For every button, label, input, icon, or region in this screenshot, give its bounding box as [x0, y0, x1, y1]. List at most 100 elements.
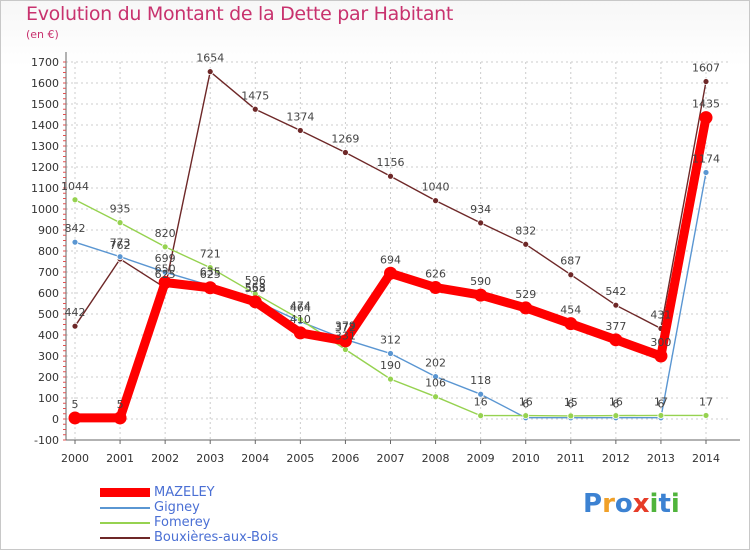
x-tick-label: 2011 [557, 452, 585, 465]
legend-label: MAZELEY [154, 485, 215, 500]
data-label: 6 [522, 398, 529, 411]
legend-item: Gigney [100, 500, 278, 515]
data-point [206, 68, 214, 76]
data-label: 542 [605, 285, 626, 298]
y-tick-label: 1600 [31, 77, 59, 90]
data-label: 410 [290, 313, 311, 326]
data-point [161, 243, 169, 251]
y-tick-label: 100 [38, 392, 59, 405]
x-tick-label: 2005 [286, 452, 314, 465]
x-tick-label: 2014 [692, 452, 720, 465]
data-label: 832 [515, 224, 536, 237]
data-point [564, 317, 578, 331]
data-label: 474 [290, 299, 311, 312]
data-point [654, 349, 668, 363]
data-label: 379 [335, 319, 356, 332]
data-label: 1607 [692, 62, 720, 75]
data-point [702, 78, 710, 85]
y-tick-label: 200 [38, 371, 59, 384]
data-point [158, 276, 172, 289]
data-point [567, 412, 575, 420]
data-label: 1374 [286, 110, 314, 123]
data-label: 312 [380, 333, 401, 346]
data-point [68, 411, 82, 425]
legend-swatch [100, 536, 150, 539]
data-label: 529 [515, 288, 536, 301]
data-label: 118 [470, 374, 491, 387]
data-label: 1156 [377, 156, 405, 169]
y-tick-label: 500 [38, 308, 59, 321]
data-point [342, 149, 349, 156]
data-point [702, 169, 710, 176]
data-label: 820 [155, 227, 176, 240]
legend-label: Gigney [154, 500, 200, 515]
data-label: 6 [657, 398, 664, 411]
logo-letter: P [583, 489, 603, 519]
data-point [116, 253, 124, 261]
data-label: 687 [560, 255, 581, 268]
y-tick-label: 0 [52, 413, 59, 426]
data-point [161, 268, 169, 276]
x-tick-label: 2012 [602, 452, 630, 465]
logo-letter: x [632, 489, 650, 519]
data-label: 626 [425, 268, 446, 281]
data-point [293, 326, 307, 340]
data-point [477, 219, 485, 227]
y-tick-label: 800 [38, 245, 59, 258]
legend-label: Bouxières-aux-Bois [154, 530, 279, 545]
y-tick-label: 1000 [31, 203, 59, 216]
data-label: 842 [65, 222, 86, 235]
data-point [567, 271, 575, 279]
data-label: 464 [290, 302, 311, 315]
data-label: 650 [155, 263, 176, 276]
legend-label: Fomerey [154, 515, 211, 530]
data-label: 372 [335, 321, 356, 334]
data-label: 300 [650, 336, 671, 349]
data-point [206, 264, 214, 271]
x-tick-label: 2007 [377, 452, 405, 465]
data-label: 1174 [692, 152, 720, 165]
x-tick-label: 2003 [196, 452, 224, 465]
data-label: 1040 [422, 181, 450, 194]
data-label: 935 [110, 203, 131, 216]
logo-letter: i [649, 489, 659, 519]
data-label: 934 [470, 203, 491, 216]
data-label: 202 [425, 357, 446, 370]
x-tick-label: 2008 [422, 452, 450, 465]
chart-title: Evolution du Montant de la Dette par Hab… [26, 3, 454, 25]
data-point [699, 111, 713, 125]
data-point [702, 412, 710, 419]
data-label: 694 [380, 253, 401, 266]
x-tick-label: 2009 [467, 452, 495, 465]
data-point [384, 266, 397, 280]
data-label: 699 [155, 252, 176, 265]
x-tick-label: 2004 [241, 452, 269, 465]
x-tick-label: 2000 [61, 452, 89, 465]
y-tick-label: 400 [38, 329, 59, 342]
data-label: 5 [117, 398, 124, 411]
data-label: 1044 [61, 180, 89, 193]
data-point [71, 238, 79, 246]
data-label: 563 [245, 281, 266, 294]
data-label: 590 [470, 275, 491, 288]
data-point [657, 412, 665, 419]
chart-legend: MAZELEY Gigney Fomerey Bouxières-aux-Bois [100, 485, 278, 545]
legend-swatch [100, 506, 150, 509]
x-tick-label: 2010 [512, 452, 540, 465]
data-point [432, 373, 439, 380]
data-label: 6 [612, 398, 619, 411]
y-tick-label: 1300 [31, 140, 59, 153]
data-point [387, 375, 394, 383]
data-point [477, 390, 485, 398]
data-point [251, 105, 259, 113]
data-label: 16 [609, 396, 623, 409]
y-tick-label: -100 [34, 434, 59, 447]
data-label: 635 [200, 266, 221, 279]
data-label: 762 [110, 239, 131, 252]
legend-item: MAZELEY [100, 485, 278, 500]
data-label: 331 [335, 329, 356, 342]
data-label: 773 [110, 237, 131, 250]
y-tick-label: 1400 [31, 119, 59, 132]
data-label: 6 [567, 398, 574, 411]
